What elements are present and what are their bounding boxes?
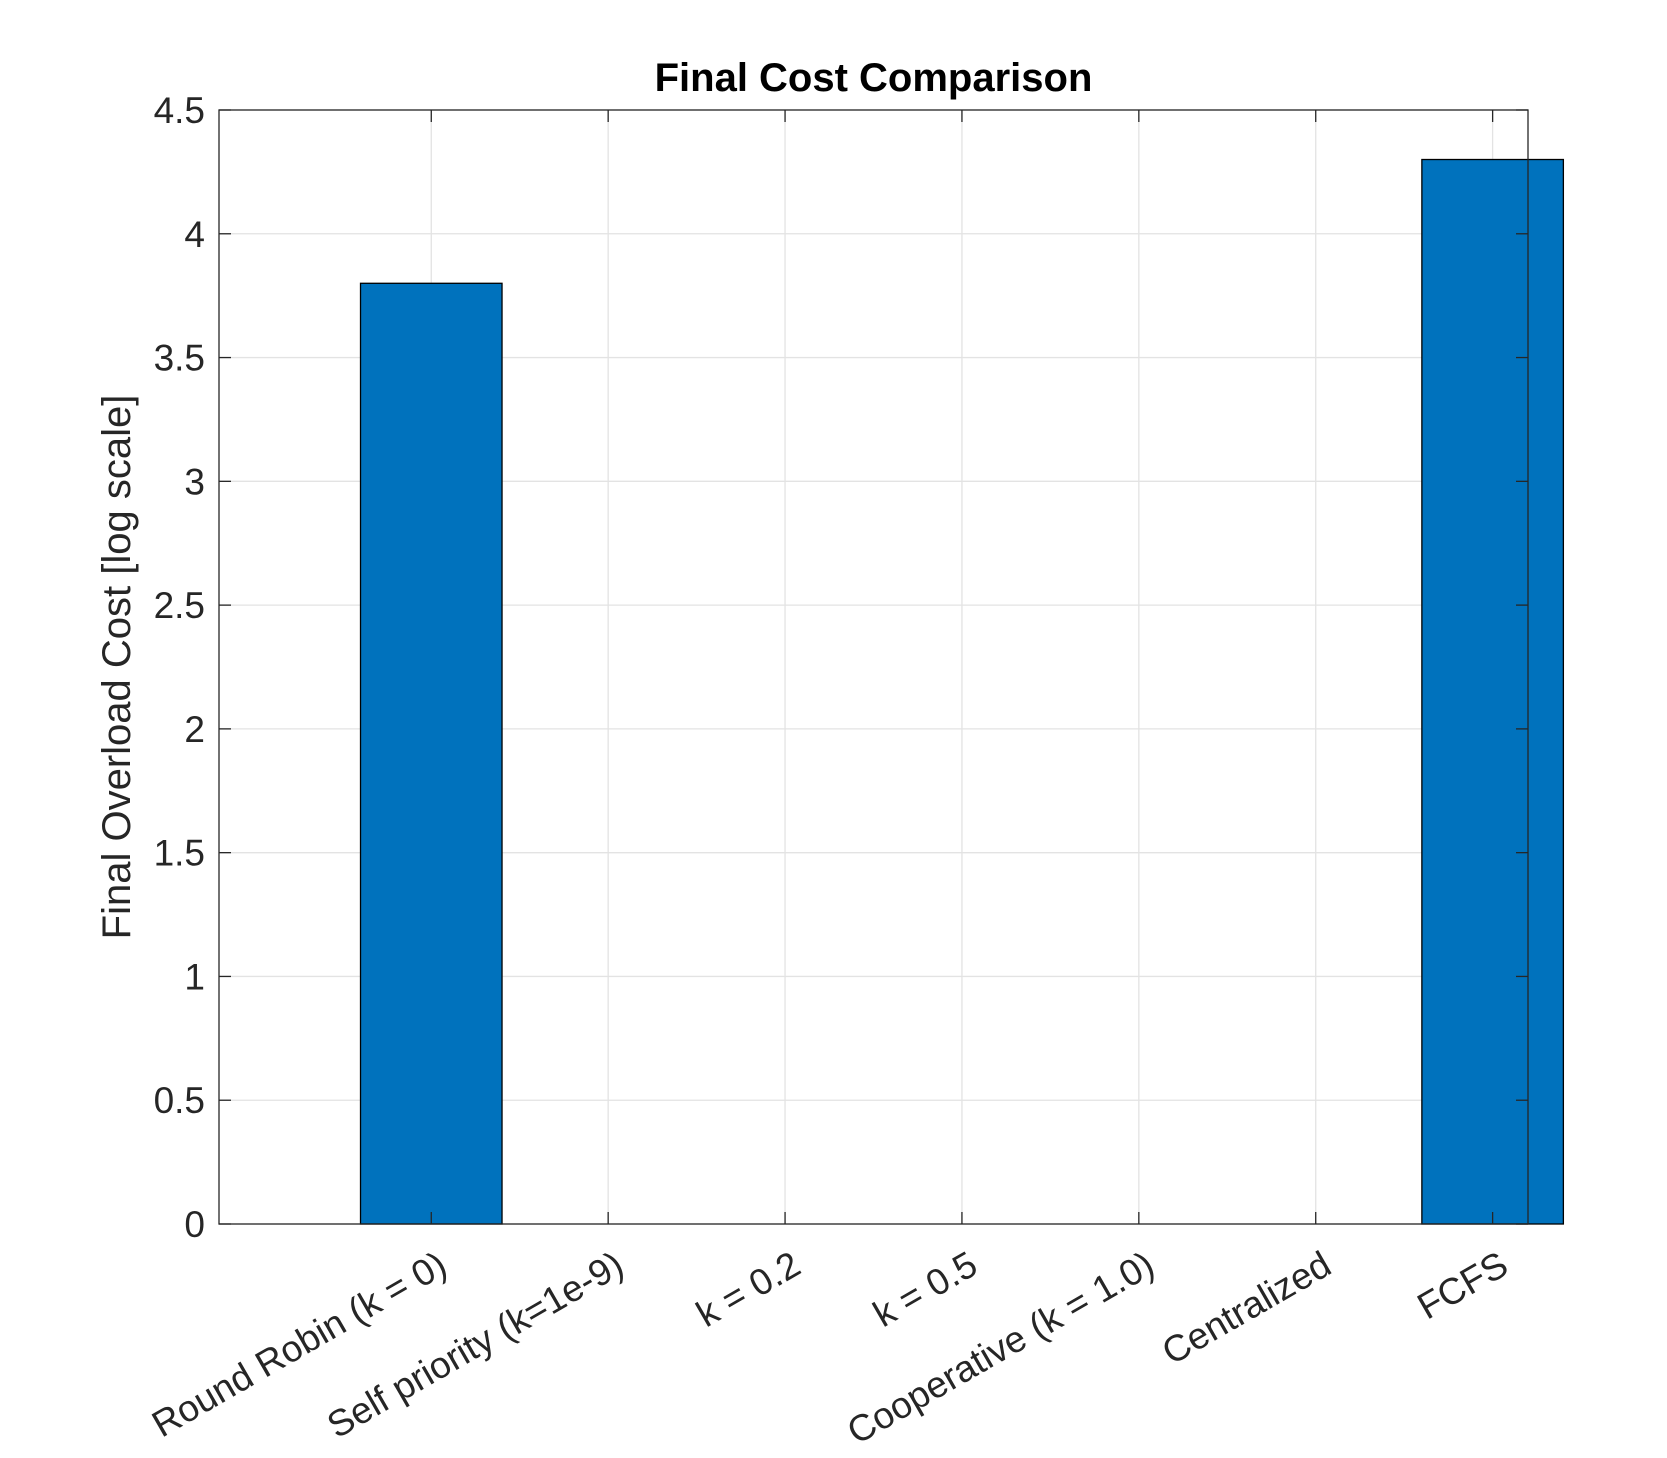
y-tick-label-6: 3 <box>184 461 205 502</box>
tick-marks <box>219 109 1528 1225</box>
y-tick-label-9: 4.5 <box>154 90 205 131</box>
x-tick-label-4: k = 0.5 <box>866 1243 984 1335</box>
y-tick-label-1: 0.5 <box>154 1080 205 1121</box>
y-tick-label-4: 2 <box>184 709 205 750</box>
x-tick-labels: Round Robin (k = 0)Self priority (k=1e-9… <box>145 1243 1515 1452</box>
y-tick-label-0: 0 <box>184 1204 205 1245</box>
y-tick-labels: 0 0.5 1 1.5 2 2.5 3 3.5 4 4.5 <box>154 90 205 1245</box>
bar-7 <box>1421 158 1565 1225</box>
x-tick-label-7: FCFS <box>1410 1243 1514 1327</box>
y-axis-label: Final Overload Cost [log scale] <box>95 395 139 940</box>
x-tick-label-2: Self priority (k=1e-9) <box>320 1243 630 1446</box>
y-tick-label-7: 3.5 <box>154 338 205 379</box>
x-tick-label-5: Cooperative (k = 1.0) <box>840 1243 1161 1452</box>
y-tick-label-3: 1.5 <box>154 833 205 874</box>
y-tick-label-5: 2.5 <box>154 585 205 626</box>
bar-1 <box>359 282 503 1225</box>
y-tick-label-8: 4 <box>184 214 205 255</box>
chart-title: Final Cost Comparison <box>655 56 1093 100</box>
plot-area-border <box>218 109 1529 1225</box>
x-tick-label-3: k = 0.2 <box>689 1243 807 1335</box>
y-tick-label-2: 1 <box>184 956 205 997</box>
bars <box>359 158 1565 1225</box>
x-tick-label-1: Round Robin (k = 0) <box>145 1243 453 1445</box>
x-tick-label-6: Centralized <box>1155 1243 1338 1372</box>
